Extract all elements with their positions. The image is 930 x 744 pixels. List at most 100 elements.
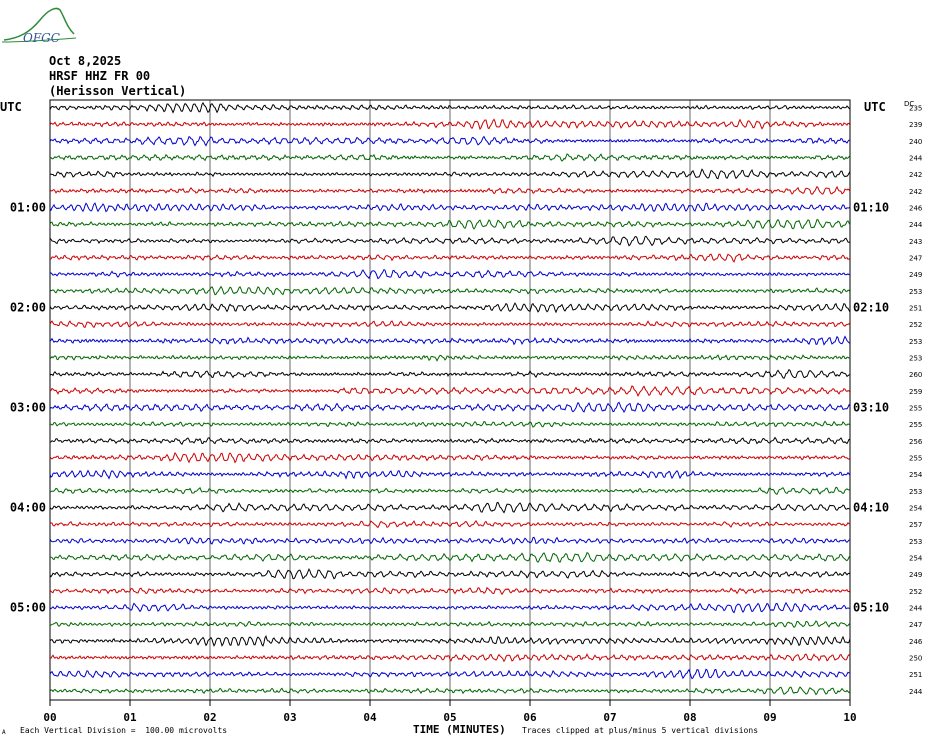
utc-left-label: UTC bbox=[0, 100, 22, 114]
dc-offset-value: 249 bbox=[909, 271, 922, 279]
time-labels: 01:00 02:00 03:00 04:00 05:00 01:10 02:10 03:10… bbox=[10, 201, 889, 615]
trace-row-15 bbox=[49, 354, 851, 362]
trace-row-34 bbox=[49, 668, 851, 680]
right-hour-label: 05:10 bbox=[853, 601, 889, 615]
x-tick-label: 04 bbox=[363, 711, 377, 724]
trace-row-19 bbox=[49, 420, 851, 428]
trace-row-25 bbox=[49, 520, 851, 529]
x-tick-label: 09 bbox=[763, 711, 776, 724]
trace-row-35 bbox=[49, 686, 851, 696]
dc-offset-value: 249 bbox=[909, 571, 922, 579]
trace-row-29 bbox=[49, 586, 851, 596]
trace-row-31 bbox=[49, 620, 851, 628]
right-hour-label: 01:10 bbox=[853, 201, 889, 215]
trace-row-9 bbox=[49, 253, 851, 263]
dc-offset-value: 244 bbox=[909, 221, 923, 229]
trace-row-5 bbox=[49, 185, 851, 195]
right-hour-label: 02:10 bbox=[853, 301, 889, 315]
dc-offset-value: 260 bbox=[909, 371, 922, 379]
right-hour-label: 04:10 bbox=[853, 501, 889, 515]
trace-row-0 bbox=[49, 101, 851, 114]
left-hour-label: 02:00 bbox=[10, 301, 46, 315]
dc-offset-value: 256 bbox=[909, 438, 923, 446]
x-tick-label: 08 bbox=[683, 711, 696, 724]
vertical-scale-note: Each Vertical Division = 100.00 microvol… bbox=[20, 726, 228, 735]
x-tick-label: 10 bbox=[843, 711, 856, 724]
dc-offset-value: 255 bbox=[909, 405, 922, 413]
footer-left-marker: A bbox=[2, 729, 6, 736]
dc-offset-value: 253 bbox=[909, 288, 922, 296]
left-hour-label: 03:00 bbox=[10, 401, 46, 415]
x-tick-label: 06 bbox=[523, 711, 537, 724]
trace-row-26 bbox=[49, 536, 851, 545]
dc-offset-value: 244 bbox=[909, 688, 923, 696]
dc-offset-value: 242 bbox=[909, 171, 922, 179]
chart-date: Oct 8,2025 bbox=[49, 54, 122, 68]
dc-offset-value: 253 bbox=[909, 355, 922, 363]
trace-row-28 bbox=[49, 567, 851, 580]
plot-grid bbox=[49, 99, 851, 706]
x-tick-label: 05 bbox=[443, 711, 456, 724]
dc-offset-value: 251 bbox=[909, 671, 922, 679]
x-axis-title: TIME (MINUTES) bbox=[413, 723, 506, 736]
trace-row-4 bbox=[49, 168, 851, 180]
trace-row-23 bbox=[49, 486, 851, 495]
dc-offset-value: 253 bbox=[909, 338, 922, 346]
dc-offset-value: 259 bbox=[909, 388, 922, 396]
trace-row-3 bbox=[49, 153, 851, 162]
dc-offset-value: 253 bbox=[909, 488, 922, 496]
dc-offset-value: 257 bbox=[909, 521, 922, 529]
left-hour-label: 01:00 bbox=[10, 201, 46, 215]
trace-row-16 bbox=[49, 368, 851, 379]
left-hour-label: 05:00 bbox=[10, 601, 46, 615]
x-tick-labels: 00 01 02 03 04 05 06 07 08 09 10 bbox=[43, 711, 856, 724]
dc-offset-value: 255 bbox=[909, 455, 922, 463]
trace-row-27 bbox=[50, 552, 851, 563]
dc-offset-value: 252 bbox=[909, 588, 922, 596]
trace-row-21 bbox=[49, 452, 851, 464]
logo-text: OFGC bbox=[23, 31, 60, 45]
dc-offset-value: 239 bbox=[909, 121, 922, 129]
trace-row-30 bbox=[49, 601, 851, 614]
trace-row-20 bbox=[49, 436, 851, 445]
trace-row-13 bbox=[49, 320, 851, 329]
dc-offset-value: 244 bbox=[909, 155, 923, 163]
trace-row-11 bbox=[49, 285, 851, 296]
x-tick-label: 01 bbox=[123, 711, 137, 724]
trace-row-22 bbox=[49, 469, 851, 480]
trace-row-7 bbox=[49, 218, 851, 230]
component-name: (Herisson Vertical) bbox=[49, 84, 187, 98]
x-tick-label: 00 bbox=[43, 711, 56, 724]
station-code: HRSF HHZ FR 00 bbox=[49, 69, 151, 83]
dc-offset-value: 246 bbox=[909, 638, 923, 646]
dc-offset-value: 243 bbox=[909, 238, 922, 246]
trace-row-14 bbox=[49, 335, 851, 346]
dc-offset-value: 244 bbox=[909, 605, 923, 613]
trace-row-12 bbox=[49, 302, 851, 314]
dc-offset-value: 235 bbox=[909, 105, 922, 113]
dc-offset-value: 254 bbox=[909, 471, 923, 479]
x-tick-label: 02 bbox=[203, 711, 216, 724]
x-tick-label: 07 bbox=[603, 711, 616, 724]
dc-offset-value: 253 bbox=[909, 538, 922, 546]
x-tick-label: 03 bbox=[283, 711, 296, 724]
trace-row-24 bbox=[49, 501, 851, 514]
trace-row-2 bbox=[49, 135, 850, 147]
clipping-note: Traces clipped at plus/minus 5 vertical … bbox=[522, 726, 759, 735]
trace-row-10 bbox=[49, 269, 851, 280]
dc-offset-value: 247 bbox=[909, 621, 922, 629]
trace-row-6 bbox=[49, 202, 851, 213]
dc-offset-value: 254 bbox=[909, 505, 923, 513]
dc-column-label: DC bbox=[904, 100, 914, 108]
left-hour-label: 04:00 bbox=[10, 501, 46, 515]
dc-offset-value: 246 bbox=[909, 205, 923, 213]
dc-offset-value: 254 bbox=[909, 555, 923, 563]
dc-offset-value: 252 bbox=[909, 321, 922, 329]
trace-row-1 bbox=[49, 118, 851, 131]
trace-row-17 bbox=[49, 385, 851, 397]
dc-offset-value: 250 bbox=[909, 655, 922, 663]
ofgc-mountain-logo: OFGC bbox=[1, 7, 77, 45]
trace-row-32 bbox=[49, 635, 851, 647]
dc-offset-value: 247 bbox=[909, 255, 922, 263]
